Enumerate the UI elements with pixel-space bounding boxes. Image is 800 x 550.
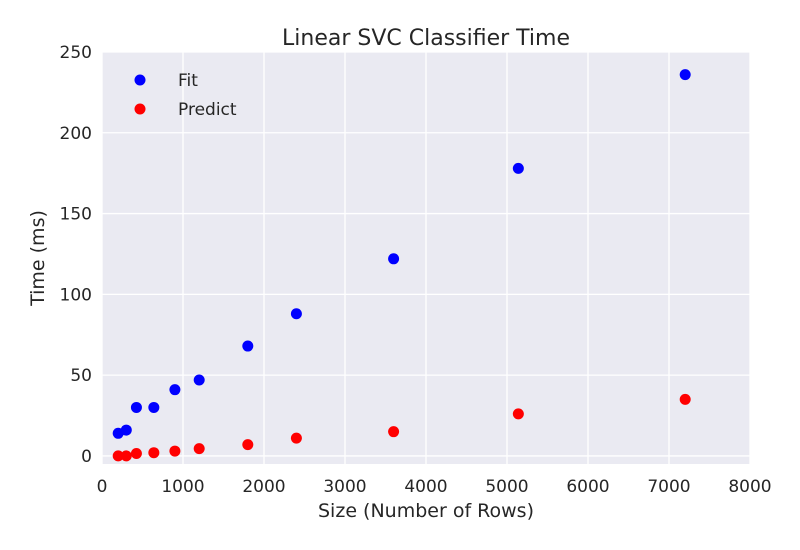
x-tick-label: 7000: [647, 477, 690, 497]
fit-point: [193, 374, 205, 386]
y-tick-label: 100: [60, 285, 92, 305]
legend: Fit Predict: [134, 71, 237, 120]
y-tick-label: 200: [60, 124, 92, 144]
y-tick-label: 250: [60, 43, 92, 63]
fit-point: [130, 401, 142, 413]
predict-point: [388, 426, 400, 438]
predict-point: [169, 445, 181, 457]
legend-marker-fit: [134, 74, 146, 86]
x-tick-label: 0: [97, 477, 108, 497]
predict-point: [193, 443, 205, 455]
x-tick-label: 8000: [728, 477, 771, 497]
y-tick-label: 50: [70, 366, 92, 386]
legend-marker-predict: [134, 103, 146, 115]
x-tick-label: 2000: [242, 477, 285, 497]
x-tick-label: 5000: [485, 477, 528, 497]
predict-point: [679, 393, 691, 405]
predict-point: [130, 447, 142, 459]
predict-point: [512, 408, 524, 420]
x-tick-label: 3000: [323, 477, 366, 497]
y-axis-label: Time (ms): [27, 210, 49, 307]
fit-point: [679, 69, 691, 81]
fit-point: [242, 340, 254, 352]
predict-point: [148, 447, 160, 459]
y-axis-ticks: 0 50 100 150 200 250: [60, 43, 92, 467]
predict-point: [120, 450, 132, 462]
legend-label-fit: Fit: [178, 71, 198, 91]
fit-point: [512, 162, 524, 174]
fit-point: [290, 308, 302, 320]
predict-point: [290, 432, 302, 444]
fit-point: [388, 253, 400, 265]
chart-title: Linear SVC Classifier Time: [282, 26, 570, 51]
x-axis-ticks: 0 1000 2000 3000 4000 5000 6000 7000 8000: [97, 477, 772, 497]
fit-point: [169, 384, 181, 396]
fit-point: [120, 424, 132, 436]
x-tick-label: 6000: [566, 477, 609, 497]
predict-point: [242, 439, 254, 451]
predict-point: [112, 450, 124, 462]
x-tick-label: 4000: [404, 477, 447, 497]
legend-label-predict: Predict: [178, 100, 237, 120]
x-axis-label: Size (Number of Rows): [318, 500, 534, 522]
data-points: [112, 69, 691, 462]
fit-point: [148, 401, 160, 413]
x-tick-label: 1000: [161, 477, 204, 497]
y-tick-label: 0: [81, 447, 92, 467]
grid: [101, 51, 751, 464]
y-tick-label: 150: [60, 205, 92, 225]
